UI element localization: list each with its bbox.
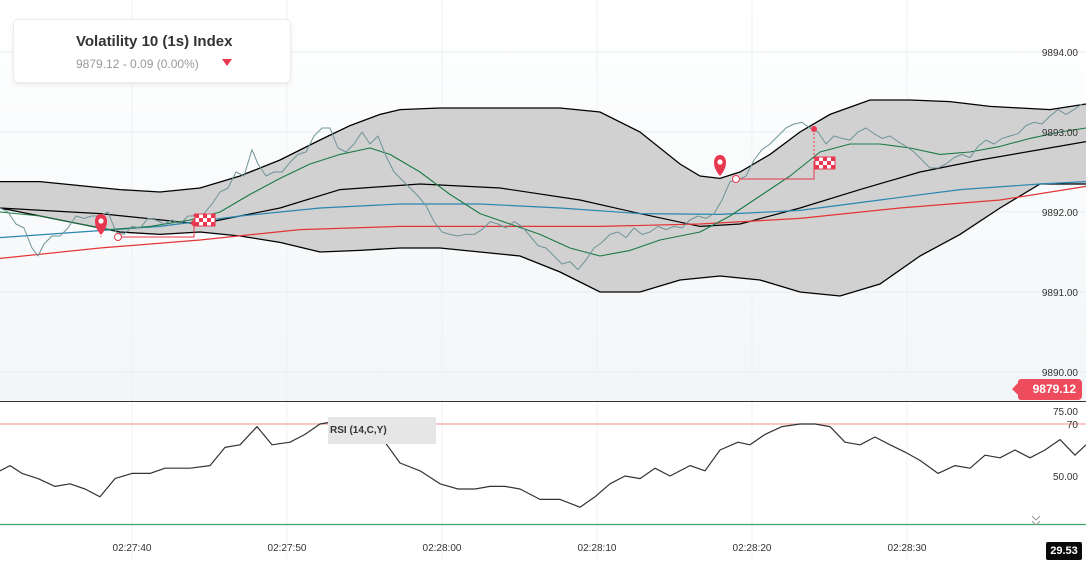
time-tick-label: 02:28:30 [888,543,927,554]
price-tick-label: 9893.00 [1042,128,1079,139]
price-tick-label: 9890.00 [1042,368,1079,379]
price-tick-label: 9892.00 [1042,208,1079,219]
finish-flag-icon-cell [195,214,199,218]
time-tick-label: 02:27:40 [113,543,152,554]
symbol-quote: 9879.12 - 0.09 (0.00%) [76,57,199,71]
rsi-tick-label: 75.00 [1053,407,1078,418]
price-down-arrow-icon [222,59,232,66]
rsi-tick-label: 50.00 [1053,472,1078,483]
finish-flag-icon-cell [815,157,819,161]
rsi-indicator-label[interactable]: RSI (14,C,Y) [328,417,436,444]
rsi-tick-label: 70 [1067,420,1079,431]
finish-flag-icon-cell [823,165,827,169]
time-tick-label: 02:27:50 [268,543,307,554]
rsi-pane [0,420,1086,526]
entry-spot-icon [732,175,740,183]
trade-markers [94,126,836,241]
exit-spot-icon [811,126,817,132]
contract-line [739,163,815,180]
price-tick-label: 9894.00 [1042,48,1079,59]
time-tick-label: 02:28:00 [423,543,462,554]
finish-flag-icon-cell [831,165,835,169]
finish-flag-icon-cell [827,161,831,165]
moving-average-red-line [0,185,1086,259]
entry-marker-icon [94,214,108,235]
current-price-tag: 9879.12 [1012,379,1082,400]
indicator-lines [0,103,1086,271]
finish-flag-icon-cell [831,157,835,161]
finish-flag-icon-cell [211,222,215,226]
finish-flag-icon-cell [207,218,211,222]
entry-marker-icon [713,155,727,176]
finish-flag-icon-cell [819,161,823,165]
bollinger-upper-line [0,99,1086,193]
entry-marker-icon-dot [98,218,104,224]
finish-flag-icon-cell [199,218,203,222]
finish-flag-icon-cell [195,222,199,226]
price-line [0,103,1083,271]
finish-flag-icon-cell [203,214,207,218]
finish-flag-icon-cell [203,222,207,226]
rsi-value-tag: 29.53 [1046,542,1082,560]
symbol-info-card[interactable]: Volatility 10 (1s) Index 9879.12 - 0.09 … [14,20,290,82]
symbol-title: Volatility 10 (1s) Index [76,33,233,50]
axis-labels: 9894.00 9893.00 9892.00 9891.00 9890.00 02:27… [113,48,1079,554]
moving-average-blue-line [0,181,1086,239]
time-tick-label: 02:28:10 [578,543,617,554]
rsi-line [0,420,1086,508]
contract-line [121,224,195,238]
entry-marker-icon-dot [717,159,723,165]
moving-average-green-line [0,127,1086,257]
finish-flag-icon-cell [815,165,819,169]
bollinger-lower-line [0,183,1086,297]
price-tick-label: 9891.00 [1042,288,1079,299]
finish-flag-icon-cell [823,157,827,161]
time-tick-label: 02:28:20 [733,543,772,554]
entry-spot-icon [114,233,122,241]
chevron-down-icon [1031,515,1041,526]
finish-flag-icon-cell [211,214,215,218]
